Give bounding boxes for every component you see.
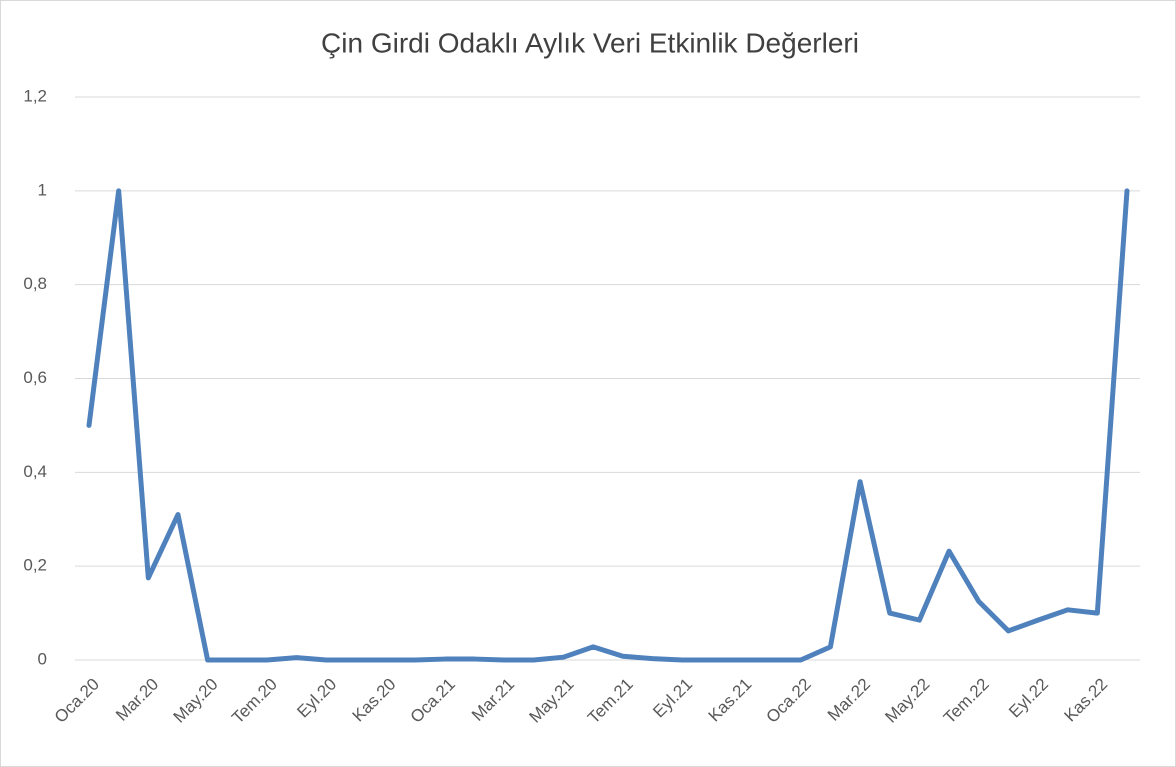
y-tick-label: 1 (38, 180, 47, 199)
line-series (86, 188, 1130, 663)
y-tick-label: 0,4 (23, 462, 47, 481)
y-tick-label: 0,8 (23, 274, 47, 293)
y-tick-label: 1,2 (23, 86, 47, 105)
y-tick-label: 0 (38, 649, 47, 668)
chart-title: Çin Girdi Odaklı Aylık Veri Etkinlik Değ… (321, 27, 859, 58)
y-tick-label: 0,6 (23, 368, 47, 387)
y-tick-label: 0,2 (23, 556, 47, 575)
